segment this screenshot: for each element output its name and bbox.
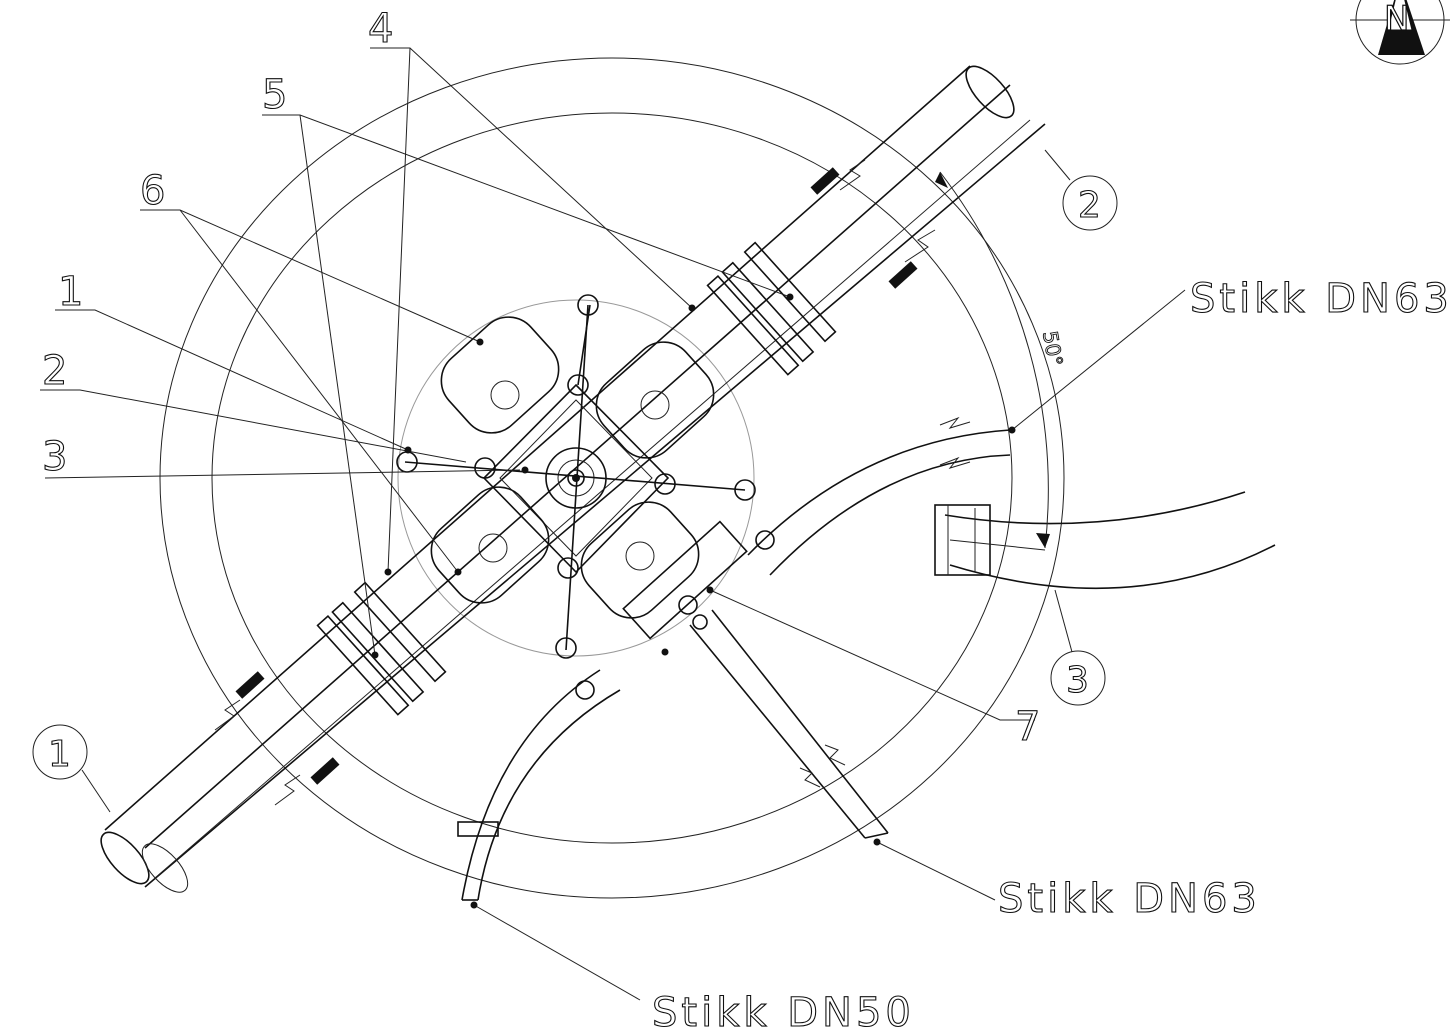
service-pipe-dn63-lower (689, 609, 889, 839)
angle-label: 50° (1038, 329, 1068, 368)
part-label-5: 5 (262, 72, 287, 118)
branch-pipe-3 (934, 491, 1276, 590)
main-pipe (100, 65, 1046, 893)
pipe-callouts: 2 3 1 (32, 149, 1118, 813)
part-labels: 4 5 6 1 2 3 7 (41, 5, 1041, 750)
part-label-1: 1 (58, 269, 83, 315)
part-label-4: 4 (368, 6, 393, 52)
service-pipe-dn63-upper (747, 416, 1011, 576)
service-labels: Stikk DN63 Stikk DN63 Stikk DN50 (651, 275, 1451, 1034)
part-label-3: 3 (42, 434, 67, 480)
service-label-lower-right: Stikk DN63 (998, 876, 1261, 922)
chamber-outline (159, 57, 1065, 899)
part-label-2: 2 (42, 348, 67, 394)
leader-lines (40, 47, 1186, 1001)
part-label-7: 7 (1015, 704, 1040, 750)
angle-dimension: 50° (935, 171, 1068, 549)
valve-assembly (396, 294, 756, 659)
service-pipe-dn50 (457, 520, 775, 901)
north-arrow: N (1350, 0, 1450, 65)
north-arrow-letter: N (1384, 0, 1409, 39)
pipe-callout-3: 3 (1066, 660, 1089, 701)
part-label-6: 6 (140, 168, 165, 214)
service-label-bottom: Stikk DN50 (652, 990, 915, 1034)
pipe-callout-2: 2 (1078, 185, 1101, 226)
service-label-upper-right: Stikk DN63 (1190, 276, 1451, 322)
pipe-callout-1: 1 (48, 734, 71, 775)
